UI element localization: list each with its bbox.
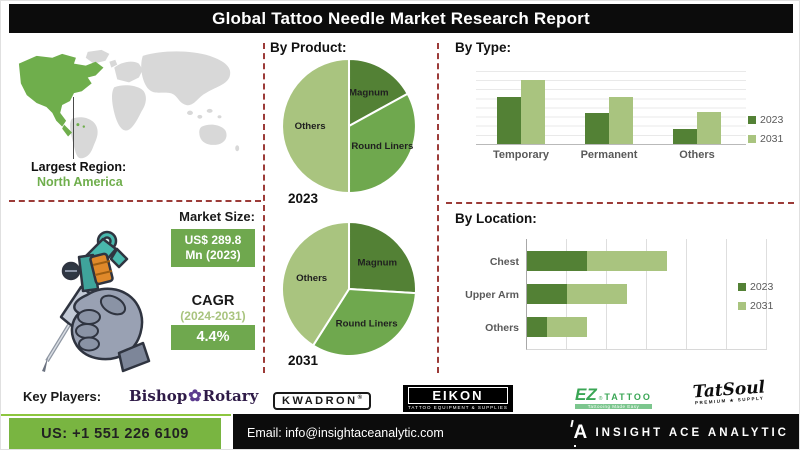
bishop-ornament-icon: ✿ bbox=[188, 386, 202, 405]
by-type-bar-chart bbox=[476, 71, 746, 145]
bar-others-2031 bbox=[547, 317, 587, 337]
phone-contact: US: +1 551 226 6109 bbox=[9, 418, 221, 449]
by-location-category-labels: Chest Upper Arm Others bbox=[441, 239, 519, 349]
by-location-bar-chart bbox=[526, 239, 767, 350]
y-axis-label-upper-arm: Upper Arm bbox=[465, 289, 519, 301]
insight-ace-logo-icon: A bbox=[573, 421, 588, 447]
pie-slice-label: Others bbox=[296, 273, 327, 284]
email-contact: Email: info@insightaceanalytic.com bbox=[247, 425, 444, 440]
y-axis-label-others: Others bbox=[485, 322, 519, 334]
divider-vertical-2 bbox=[437, 43, 439, 373]
bar-temporary-2023 bbox=[497, 96, 521, 144]
pie-slice-label: Magnum bbox=[349, 88, 389, 99]
market-size-value-box: US$ 289.8 Mn (2023) bbox=[171, 229, 255, 267]
market-size-label: Market Size: bbox=[179, 209, 255, 224]
bar-chest-2023 bbox=[527, 251, 587, 271]
pie-slice-magnum bbox=[347, 221, 417, 295]
pie-2023-year-label: 2023 bbox=[288, 191, 319, 206]
rotary-text: Rotary bbox=[202, 387, 259, 405]
logo-eikon: EIKON TATTOO EQUIPMENT & SUPPLIES bbox=[403, 385, 513, 412]
y-axis-label-chest: Chest bbox=[489, 256, 519, 268]
bar-others-2031 bbox=[697, 111, 721, 144]
largest-region-value: North America bbox=[37, 175, 123, 189]
legend-swatch-icon bbox=[748, 135, 756, 143]
cagr-period: (2024-2031) bbox=[180, 309, 246, 323]
legend-entry-2023: 2023 bbox=[738, 281, 773, 293]
divider-right-horizontal bbox=[446, 202, 794, 204]
market-size-value-line2: Mn (2023) bbox=[185, 248, 241, 262]
insight-ace-brand-text: INSIGHT ACE ANALYTIC bbox=[595, 426, 789, 439]
x-axis-label-others: Others bbox=[679, 149, 715, 161]
divider-vertical-1 bbox=[263, 43, 265, 373]
pie-slice-label: Round Liners bbox=[351, 141, 413, 152]
by-type-title: By Type: bbox=[455, 40, 512, 55]
by-location-legend: 2023 2031 bbox=[738, 281, 773, 312]
x-axis-label-temporary: Temporary bbox=[492, 149, 550, 161]
bar-upper-arm-2031 bbox=[567, 284, 627, 304]
pie-slice-others bbox=[281, 221, 351, 347]
cagr-value-box: 4.4% bbox=[171, 325, 255, 350]
legend-swatch-icon bbox=[748, 116, 756, 124]
bar-others-2023 bbox=[673, 128, 697, 144]
bar-permanent-2031 bbox=[609, 97, 633, 144]
market-size-value-line1: US$ 289.8 bbox=[184, 233, 242, 247]
pie-slice-round-liners bbox=[347, 92, 417, 194]
legend-swatch-icon bbox=[738, 302, 746, 310]
by-product-pie-2023: Magnum Round Liners Others bbox=[281, 58, 417, 194]
by-type-legend: 2023 2031 bbox=[748, 114, 783, 145]
divider-left-horizontal bbox=[9, 200, 261, 202]
cagr-label: CAGR bbox=[191, 293, 235, 309]
insight-ace-brand: A INSIGHT ACE ANALYTIC bbox=[572, 421, 789, 447]
page-title: Global Tattoo Needle Market Research Rep… bbox=[9, 4, 793, 33]
legend-entry-2023: 2023 bbox=[748, 114, 783, 126]
bar-permanent-2023 bbox=[585, 112, 609, 144]
footer-accent-line bbox=[1, 414, 231, 416]
logo-ez-tattoo: EZ ® TATTOO Tattooing Made Easy bbox=[575, 385, 652, 409]
map-pointer-line bbox=[73, 97, 74, 159]
pie-slice-label: Others bbox=[295, 121, 326, 132]
key-players-label: Key Players: bbox=[23, 389, 102, 404]
pie-2031-year-label: 2031 bbox=[288, 353, 319, 368]
pie-slice-label: Round Liners bbox=[336, 319, 398, 330]
bar-upper-arm-2023 bbox=[527, 284, 567, 304]
pie-slice-label: Magnum bbox=[358, 257, 398, 268]
bar-others-2023 bbox=[527, 317, 547, 337]
logo-kwadron: KWADRON® bbox=[273, 392, 371, 410]
map-region-north-america bbox=[18, 53, 104, 137]
pie-slice-magnum bbox=[347, 58, 410, 128]
logo-tatsoul: TatSoul PREMIUM ★ SUPPLY bbox=[692, 377, 766, 406]
logo-bishop-rotary: Bishop ✿ Rotary bbox=[129, 387, 258, 405]
legend-entry-2031: 2031 bbox=[738, 300, 773, 312]
world-map bbox=[18, 49, 240, 159]
largest-region-label: Largest Region: bbox=[31, 160, 127, 174]
footer-bar: Email: info@insightaceanalytic.com A INS… bbox=[233, 414, 799, 449]
x-axis-label-permanent: Permanent bbox=[580, 149, 638, 161]
legend-entry-2031: 2031 bbox=[748, 133, 783, 145]
bishop-text: Bishop bbox=[129, 387, 188, 405]
pie-slice-others bbox=[281, 58, 351, 194]
by-type-x-axis-labels: Temporary Permanent Others bbox=[476, 149, 746, 163]
bar-temporary-2031 bbox=[521, 79, 545, 144]
by-location-title: By Location: bbox=[455, 211, 537, 226]
legend-swatch-icon bbox=[738, 283, 746, 291]
by-product-pie-2031: Magnum Round Liners Others bbox=[281, 221, 417, 357]
bar-chest-2031 bbox=[587, 251, 667, 271]
by-product-title: By Product: bbox=[270, 40, 347, 55]
tattoo-machine-illustration bbox=[42, 230, 151, 373]
